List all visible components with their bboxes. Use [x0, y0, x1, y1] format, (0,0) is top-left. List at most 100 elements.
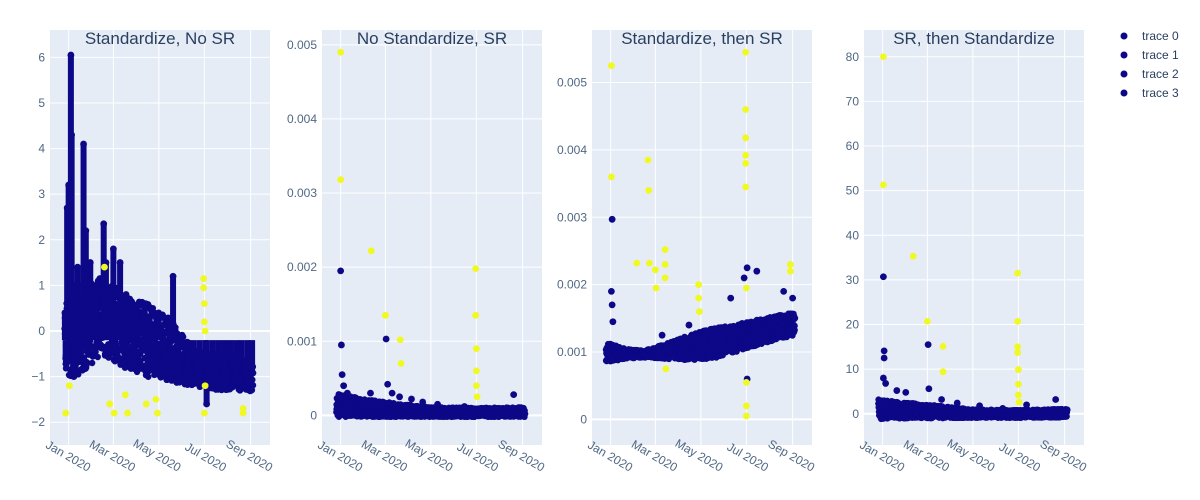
anomaly-point — [200, 318, 208, 326]
normal-point — [133, 313, 141, 321]
anomaly-point — [472, 367, 480, 375]
anomaly-point — [121, 391, 129, 399]
anomaly-point — [472, 265, 480, 273]
y-tick-label: 0.001 — [287, 334, 317, 348]
normal-point — [74, 263, 81, 271]
y-tick-label: 0.005 — [287, 38, 317, 52]
normal-point — [248, 368, 256, 376]
normal-point — [68, 131, 76, 139]
y-tick-label: 5 — [38, 96, 45, 110]
normal-point — [510, 391, 518, 399]
normal-point — [126, 295, 134, 303]
normal-point — [248, 387, 255, 394]
series-marks — [61, 51, 257, 417]
y-tick-label: −2 — [31, 415, 45, 429]
y-tick-label: 0.003 — [557, 210, 587, 224]
anomaly-point — [396, 336, 404, 344]
normal-point — [122, 291, 130, 298]
anomaly-point — [381, 311, 389, 319]
normal-point — [367, 389, 374, 397]
anomaly-point — [101, 263, 108, 271]
normal-point — [169, 272, 177, 280]
normal-point — [227, 350, 234, 358]
normal-point — [156, 327, 164, 335]
normal-point — [195, 377, 203, 385]
normal-point — [92, 348, 99, 356]
anomaly-point — [473, 393, 481, 401]
normal-point — [86, 259, 94, 266]
normal-point — [109, 245, 117, 253]
anomaly-point — [201, 327, 209, 335]
anomaly-point — [124, 409, 131, 417]
subplot-title: Standardize, then SR — [621, 29, 783, 48]
y-tick-label: 4 — [38, 142, 45, 156]
anomaly-point — [397, 360, 405, 367]
anomaly-point — [106, 400, 114, 408]
normal-point — [337, 267, 345, 275]
normal-point — [121, 359, 128, 367]
normal-point — [119, 341, 127, 349]
normal-point — [184, 373, 192, 380]
normal-point — [408, 395, 415, 403]
y-tick-label: 6 — [38, 50, 45, 64]
y-tick-label: 0 — [580, 412, 587, 426]
anomaly-point — [200, 275, 208, 282]
y-tick-label: 0 — [38, 324, 45, 338]
series-marks — [602, 48, 799, 420]
anomaly-point — [239, 409, 247, 417]
normal-point — [244, 377, 252, 385]
anomaly-point — [65, 382, 73, 390]
anomaly-point — [337, 48, 345, 56]
y-tick-label: 3 — [38, 187, 45, 201]
normal-point — [215, 354, 222, 362]
normal-point — [88, 359, 96, 367]
normal-point — [80, 140, 87, 148]
normal-point — [419, 398, 427, 406]
normal-point — [121, 364, 129, 371]
subplot-title: Standardize, No SR — [85, 29, 235, 48]
normal-point — [233, 373, 240, 380]
normal-point — [221, 382, 228, 390]
normal-point — [337, 341, 345, 349]
y-tick-label: −1 — [31, 370, 45, 384]
normal-point — [106, 350, 113, 357]
normal-point — [84, 359, 91, 366]
normal-point — [92, 286, 100, 294]
normal-point — [238, 354, 246, 362]
anomaly-point — [367, 247, 375, 255]
normal-point — [203, 400, 211, 408]
anomaly-point — [201, 382, 209, 390]
y-tick-label: 0.001 — [557, 345, 587, 359]
normal-point — [100, 220, 108, 228]
normal-point — [209, 368, 216, 376]
anomaly-point — [110, 409, 118, 417]
y-tick-label: 0.004 — [287, 112, 317, 126]
normal-point — [82, 227, 90, 235]
anomaly-point — [472, 311, 480, 319]
anomaly-point — [200, 409, 208, 417]
normal-point — [179, 333, 187, 341]
normal-point — [521, 410, 529, 418]
normal-point — [144, 368, 152, 376]
normal-point — [77, 350, 84, 357]
x-tick-label: Jul 2020 — [455, 440, 502, 475]
anomaly-point — [153, 409, 161, 417]
anomaly-point — [472, 382, 480, 390]
normal-point — [338, 371, 346, 378]
plot-background — [592, 30, 812, 445]
normal-point — [130, 359, 137, 367]
normal-point — [147, 323, 155, 330]
y-tick-label: 1 — [38, 278, 45, 292]
series-marks — [333, 48, 529, 421]
normal-point — [461, 403, 468, 410]
anomaly-point — [200, 284, 208, 292]
normal-point — [396, 393, 403, 401]
anomaly-point — [152, 395, 160, 403]
y-tick-label: 0.002 — [557, 278, 587, 292]
anomaly-point — [200, 300, 208, 308]
y-tick-label: 0.002 — [287, 260, 317, 274]
